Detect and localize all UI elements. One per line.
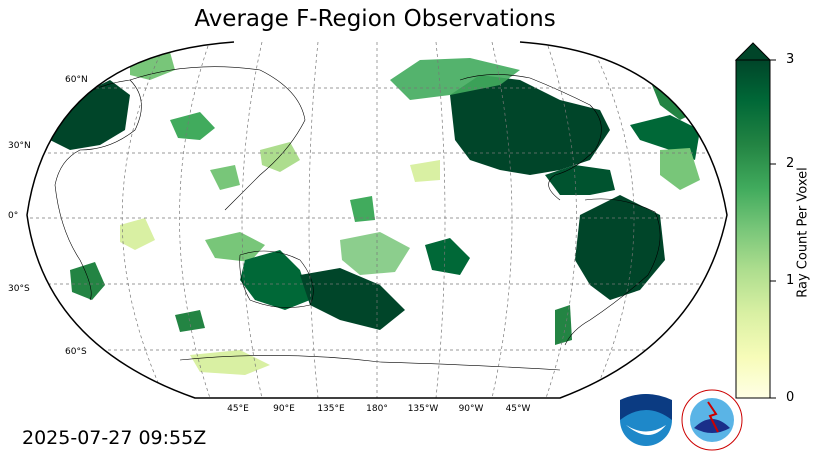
- region-indian-ocean: [205, 232, 265, 262]
- observation-regions: [50, 52, 700, 375]
- region-pacific-blob: [340, 232, 410, 275]
- region-asia-scatter-3: [210, 165, 240, 190]
- timestamp: 2025-07-27 09:55Z: [22, 427, 207, 449]
- region-south-tip: [555, 305, 572, 345]
- colorbar-tick-2: 2: [786, 156, 795, 171]
- lat-label-30s: 30°S: [8, 284, 30, 294]
- region-atlantic-south: [660, 148, 700, 190]
- region-australia-east: [300, 268, 405, 330]
- region-australia: [240, 250, 310, 310]
- region-south-africa: [70, 262, 105, 300]
- region-asia-scatter-2: [260, 142, 300, 172]
- lon-label-45e: 45°E: [227, 404, 249, 414]
- region-asia-scatter-1: [170, 112, 215, 140]
- region-canada-alaska: [390, 58, 520, 100]
- nws-logo: [681, 389, 743, 451]
- region-sw-indian: [120, 218, 155, 250]
- colorbar: [734, 42, 776, 399]
- region-pacific-north: [410, 160, 440, 182]
- globe: [27, 42, 727, 398]
- lon-label-180: 180°: [366, 404, 388, 414]
- region-east-pacific: [425, 238, 470, 275]
- colorbar-tick-1: 1: [786, 273, 795, 288]
- colorbar-tick-3: 3: [786, 52, 795, 67]
- coastlines: [54, 66, 661, 371]
- lon-label-90w: 90°W: [458, 404, 484, 414]
- region-europe: [50, 80, 130, 150]
- graticule: [27, 42, 727, 398]
- lon-label-45w: 45°W: [505, 404, 531, 414]
- lon-label-90e: 90°E: [273, 404, 295, 414]
- region-pacific-south: [175, 310, 205, 332]
- globe-outline: [26, 41, 728, 399]
- colorbar-tick-0: 0: [786, 390, 795, 405]
- lat-label-60s: 60°S: [65, 347, 87, 357]
- region-southern-band: [190, 350, 270, 375]
- map-title: Average F-Region Observations: [194, 6, 556, 32]
- lat-label-0: 0°: [8, 211, 19, 221]
- lat-label-30n: 30°N: [8, 141, 31, 151]
- region-north-america: [450, 75, 610, 175]
- lon-label-135w: 135°W: [407, 404, 439, 414]
- region-south-america: [575, 195, 665, 300]
- colorbar-extend-arrow: [734, 42, 772, 61]
- region-mid-pacific: [350, 196, 375, 222]
- lat-label-60n: 60°N: [65, 75, 88, 85]
- lon-label-135e: 135°E: [317, 404, 345, 414]
- colorbar-label: Ray Count Per Voxel: [795, 167, 811, 298]
- noaa-logo: [620, 394, 672, 446]
